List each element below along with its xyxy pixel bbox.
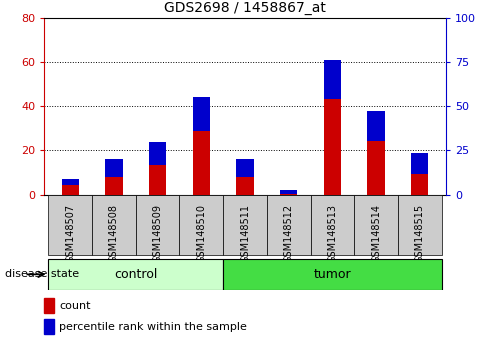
FancyBboxPatch shape [354, 195, 398, 255]
FancyBboxPatch shape [136, 195, 179, 255]
Text: tumor: tumor [314, 268, 351, 281]
FancyBboxPatch shape [311, 195, 354, 255]
Text: GSM148510: GSM148510 [196, 204, 206, 263]
Text: control: control [114, 268, 157, 281]
Bar [105, 159, 122, 177]
Bar [368, 110, 385, 141]
FancyBboxPatch shape [267, 195, 311, 255]
FancyBboxPatch shape [223, 259, 441, 290]
FancyBboxPatch shape [223, 195, 267, 255]
Text: count: count [59, 301, 91, 311]
Bar [149, 142, 166, 165]
Text: GSM148509: GSM148509 [153, 204, 163, 263]
Bar [62, 179, 79, 195]
Text: GSM148507: GSM148507 [65, 204, 75, 263]
Text: GSM148515: GSM148515 [415, 204, 425, 263]
Bar [149, 142, 166, 195]
FancyBboxPatch shape [92, 195, 136, 255]
Bar [411, 153, 428, 174]
Bar [44, 298, 54, 313]
FancyBboxPatch shape [49, 259, 223, 290]
Text: GSM148512: GSM148512 [284, 204, 294, 263]
FancyBboxPatch shape [179, 195, 223, 255]
Bar [368, 110, 385, 195]
Bar [193, 97, 210, 131]
Text: percentile rank within the sample: percentile rank within the sample [59, 322, 247, 332]
Bar [280, 190, 297, 195]
Title: GDS2698 / 1458867_at: GDS2698 / 1458867_at [164, 1, 326, 15]
FancyBboxPatch shape [49, 195, 92, 255]
FancyBboxPatch shape [398, 195, 441, 255]
Bar [236, 159, 254, 177]
Bar [62, 179, 79, 184]
Text: GSM148513: GSM148513 [327, 204, 337, 263]
Bar [44, 319, 54, 334]
Bar [411, 153, 428, 195]
Bar [324, 60, 341, 195]
Text: disease state: disease state [5, 269, 79, 279]
Bar [105, 159, 122, 195]
Bar [236, 159, 254, 195]
Text: GSM148508: GSM148508 [109, 204, 119, 263]
Text: GSM148511: GSM148511 [240, 204, 250, 263]
Bar [280, 190, 297, 194]
Text: GSM148514: GSM148514 [371, 204, 381, 263]
Bar [193, 97, 210, 195]
Bar [324, 60, 341, 99]
